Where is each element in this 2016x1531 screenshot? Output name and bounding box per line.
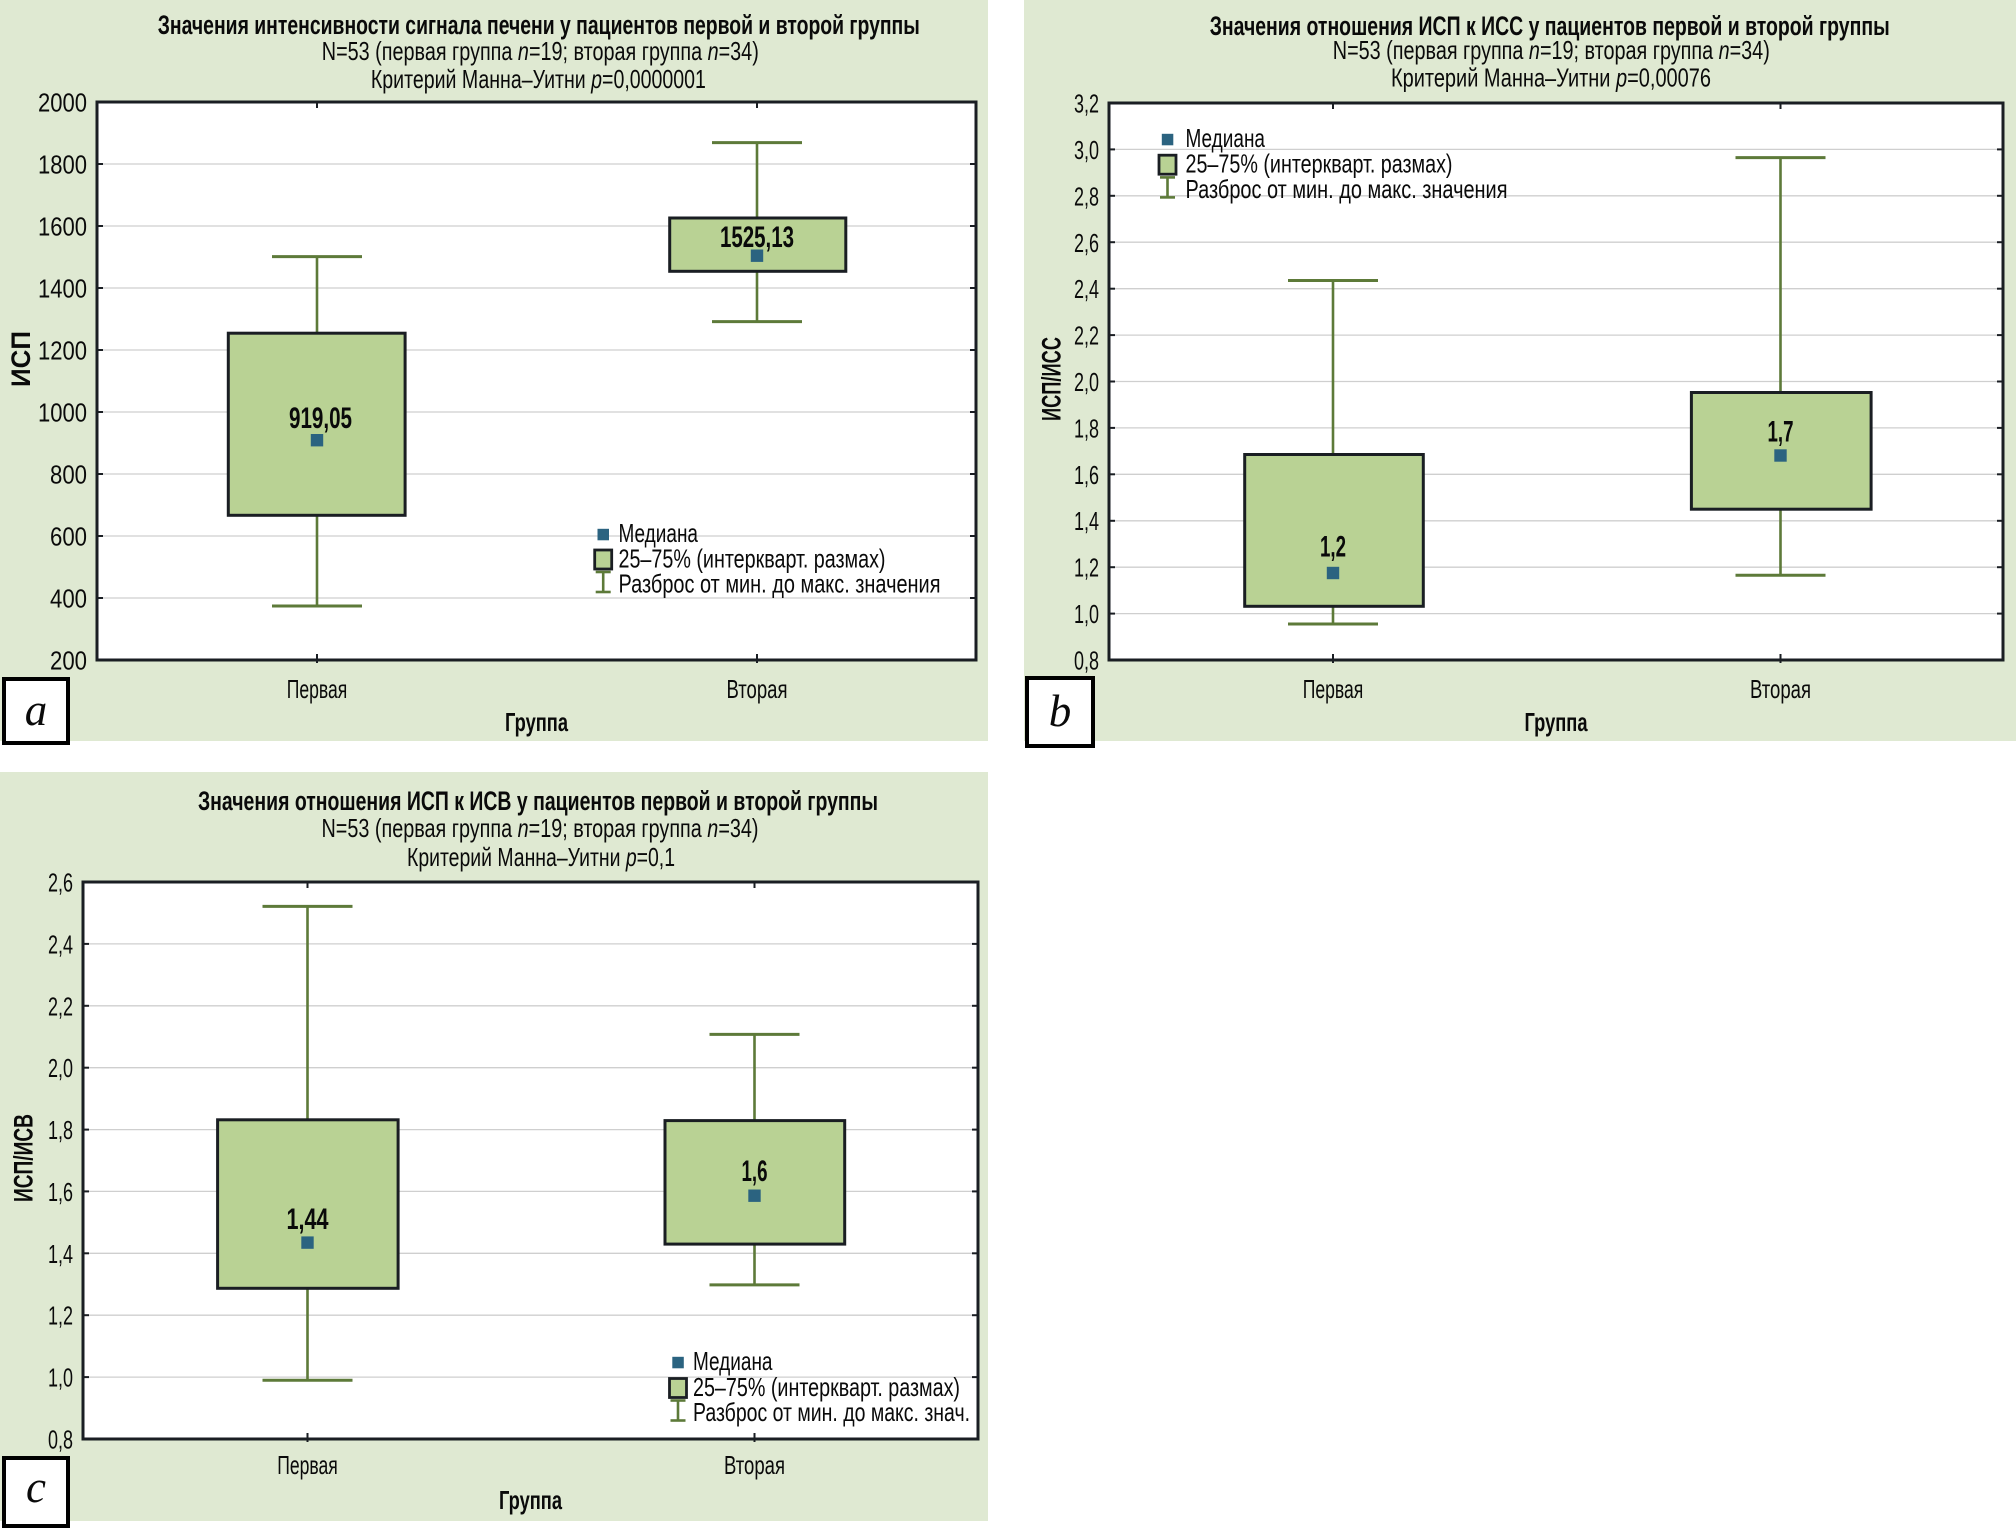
- svg-text:3,2: 3,2: [1074, 89, 1099, 119]
- svg-text:3,0: 3,0: [1074, 135, 1099, 165]
- svg-text:Значения отношения ИСП к ИСВ у: Значения отношения ИСП к ИСВ у пациентов…: [198, 786, 878, 816]
- svg-text:1,2: 1,2: [1074, 553, 1099, 583]
- svg-text:1,2: 1,2: [1320, 530, 1346, 563]
- svg-text:2,0: 2,0: [1074, 367, 1099, 397]
- svg-text:Разброс от мин. до макс. значе: Разброс от мин. до макс. значения: [619, 569, 941, 599]
- svg-text:1000: 1000: [38, 398, 87, 428]
- svg-text:Группа: Группа: [505, 707, 568, 737]
- svg-text:Группа: Группа: [1525, 707, 1588, 737]
- svg-text:Значения отношения ИСП к ИСС у: Значения отношения ИСП к ИСС у пациентов…: [1210, 11, 1890, 41]
- svg-text:25–75% (интеркварт. размах): 25–75% (интеркварт. размах): [1186, 149, 1453, 179]
- svg-text:Медиана: Медиана: [619, 518, 699, 548]
- svg-text:2,4: 2,4: [1074, 274, 1099, 304]
- svg-text:1200: 1200: [38, 336, 87, 366]
- svg-text:1,2: 1,2: [48, 1301, 73, 1331]
- svg-text:0,8: 0,8: [1074, 646, 1099, 676]
- svg-text:2,4: 2,4: [48, 929, 73, 959]
- svg-text:1525,13: 1525,13: [720, 221, 794, 254]
- svg-text:1,4: 1,4: [48, 1239, 73, 1269]
- svg-text:25–75% (интеркварт. размах): 25–75% (интеркварт. размах): [693, 1372, 960, 1402]
- svg-text:1,7: 1,7: [1768, 416, 1794, 449]
- svg-text:2,6: 2,6: [1074, 228, 1099, 258]
- svg-text:a: a: [25, 685, 48, 735]
- svg-text:Вторая: Вторая: [1750, 674, 1811, 704]
- svg-text:1,6: 1,6: [48, 1177, 73, 1207]
- svg-text:N=53 (первая группа n=19; втор: N=53 (первая группа n=19; вторая группа …: [1333, 35, 1770, 65]
- svg-text:Группа: Группа: [499, 1485, 562, 1515]
- svg-text:1,0: 1,0: [48, 1363, 73, 1393]
- svg-text:b: b: [1049, 686, 1072, 736]
- svg-text:Медиана: Медиана: [693, 1346, 773, 1376]
- svg-text:N=53 (первая группа n=19; втор: N=53 (первая группа n=19; вторая группа …: [322, 813, 759, 843]
- svg-text:400: 400: [50, 584, 87, 614]
- svg-text:919,05: 919,05: [289, 402, 352, 435]
- svg-text:2,0: 2,0: [48, 1053, 73, 1083]
- svg-text:Критерий Манна–Уитни p=0,00000: Критерий Манна–Уитни p=0,0000001: [371, 64, 706, 94]
- svg-text:1,44: 1,44: [287, 1203, 329, 1236]
- svg-text:2,8: 2,8: [1074, 181, 1099, 211]
- svg-text:Разброс от мин. до макс. значе: Разброс от мин. до макс. значения: [1186, 174, 1508, 204]
- svg-text:1400: 1400: [38, 274, 87, 304]
- svg-text:800: 800: [50, 460, 87, 490]
- svg-text:Разброс от мин. до макс. знач.: Разброс от мин. до макс. знач.: [693, 1397, 970, 1427]
- svg-text:1,8: 1,8: [48, 1115, 73, 1145]
- svg-text:1600: 1600: [38, 212, 87, 242]
- svg-text:1,4: 1,4: [1074, 506, 1099, 536]
- svg-text:Значения интенсивности сигнала: Значения интенсивности сигнала печени у …: [158, 10, 920, 40]
- svg-text:2000: 2000: [38, 88, 87, 118]
- svg-text:1,0: 1,0: [1074, 599, 1099, 629]
- svg-text:Первая: Первая: [1303, 674, 1364, 704]
- svg-text:1800: 1800: [38, 150, 87, 180]
- svg-text:1,6: 1,6: [1074, 460, 1099, 490]
- svg-text:Критерий Манна–Уитни p=0,00076: Критерий Манна–Уитни p=0,00076: [1391, 63, 1711, 93]
- svg-text:Вторая: Вторая: [724, 1450, 785, 1480]
- svg-text:Первая: Первая: [277, 1450, 338, 1480]
- svg-text:25–75% (интеркварт. размах): 25–75% (интеркварт. размах): [619, 544, 886, 574]
- svg-text:2,2: 2,2: [1074, 321, 1099, 351]
- svg-text:2,6: 2,6: [48, 868, 73, 898]
- svg-text:c: c: [26, 1462, 46, 1512]
- svg-text:ИСП/ИСВ: ИСП/ИСВ: [9, 1114, 39, 1202]
- svg-text:Вторая: Вторая: [727, 674, 788, 704]
- svg-text:1,6: 1,6: [742, 1155, 768, 1188]
- svg-text:600: 600: [50, 522, 87, 552]
- svg-text:200: 200: [50, 646, 87, 676]
- svg-text:Медиана: Медиана: [1186, 123, 1266, 153]
- svg-text:ИСП: ИСП: [6, 331, 36, 387]
- svg-text:N=53 (первая группа n=19; втор: N=53 (первая группа n=19; вторая группа …: [322, 36, 759, 66]
- svg-text:1,8: 1,8: [1074, 413, 1099, 443]
- svg-text:0,8: 0,8: [48, 1425, 73, 1455]
- svg-text:Критерий Манна–Уитни p=0,1: Критерий Манна–Уитни p=0,1: [407, 842, 675, 872]
- svg-text:ИСП/ИСС: ИСП/ИСС: [1037, 337, 1067, 421]
- svg-text:Первая: Первая: [287, 674, 348, 704]
- svg-text:2,2: 2,2: [48, 991, 73, 1021]
